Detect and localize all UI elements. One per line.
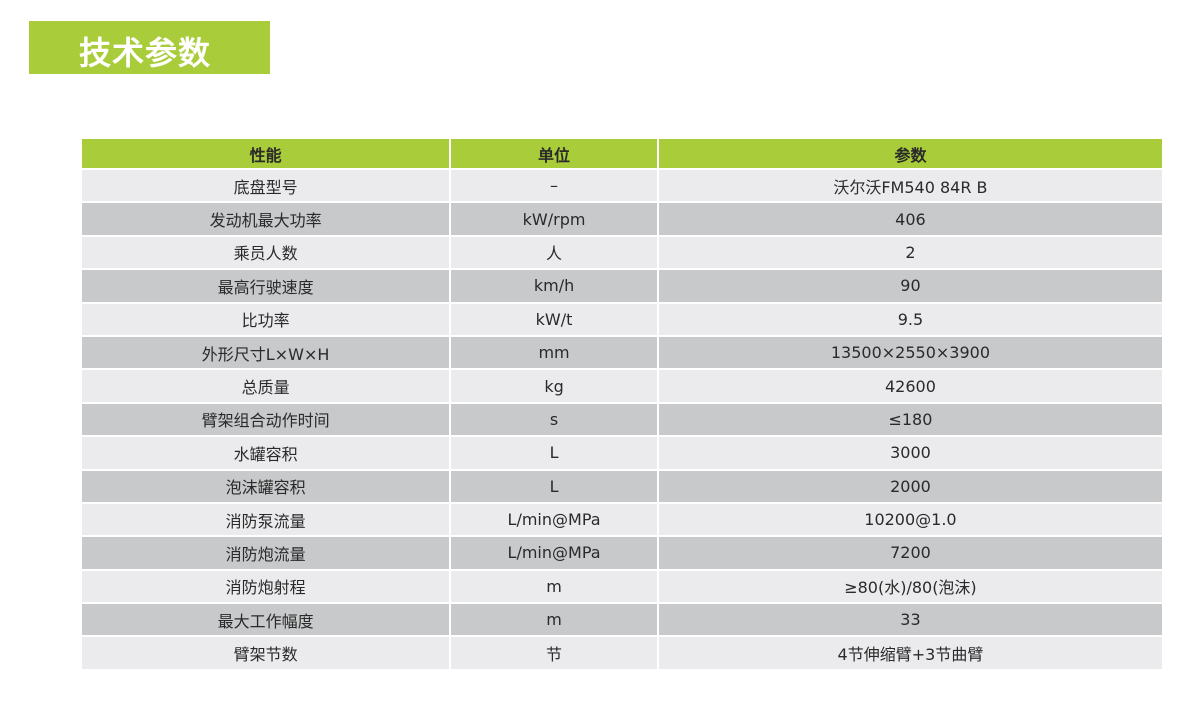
cell-unit: kW/rpm — [451, 203, 657, 235]
cell-parameter: ≥80(水)/80(泡沫) — [658, 570, 1162, 603]
cell-parameter: 90 — [658, 270, 1162, 302]
cell-parameter: 沃尔沃FM540 84R B — [658, 170, 1162, 202]
cell-performance: 底盘型号 — [82, 170, 450, 202]
cell-performance: 泡沫罐容积 — [82, 470, 450, 502]
table-row: 发动机最大功率 kW/rpm 406 — [82, 203, 1162, 235]
cell-performance: 消防泵流量 — [82, 503, 450, 536]
header-performance: 性能 — [82, 139, 450, 168]
cell-performance: 消防炮流量 — [82, 537, 450, 569]
cell-parameter: ≤180 — [658, 403, 1162, 436]
table-row: 乘员人数人 2 — [82, 236, 1162, 269]
table-row: 比功率 kW/t 9.5 — [82, 303, 1162, 335]
cell-parameter: 13500×2550×3900 — [658, 336, 1162, 369]
cell-parameter: 2000 — [658, 470, 1162, 502]
cell-performance: 臂架组合动作时间 — [82, 403, 450, 436]
cell-parameter: 33 — [658, 604, 1162, 636]
cell-parameter: 7200 — [658, 537, 1162, 569]
cell-parameter: 42600 — [658, 370, 1162, 402]
cell-unit: kW/t — [451, 303, 657, 335]
cell-performance: 比功率 — [82, 303, 450, 335]
cell-unit: km/h — [451, 270, 657, 302]
cell-parameter: 3000 — [658, 437, 1162, 469]
cell-unit: s — [451, 403, 657, 436]
table-row: 臂架组合动作时间 s ≤180 — [82, 403, 1162, 436]
cell-unit: m — [451, 604, 657, 636]
cell-performance: 臂架节数 — [82, 637, 450, 669]
cell-unit: 节 — [451, 637, 657, 669]
table-row: 外形尺寸L×W×H mm 13500×2550×3900 — [82, 336, 1162, 369]
table-row: 最大工作幅度 m 33 — [82, 604, 1162, 636]
cell-parameter: 406 — [658, 203, 1162, 235]
cell-parameter: 10200@1.0 — [658, 503, 1162, 536]
cell-unit: L — [451, 437, 657, 469]
cell-unit: mm — [451, 336, 657, 369]
table-row: 消防炮流量 L/min@MPa 7200 — [82, 537, 1162, 569]
cell-unit: L/min@MPa — [451, 537, 657, 569]
cell-performance: 外形尺寸L×W×H — [82, 336, 450, 369]
cell-performance: 总质量 — [82, 370, 450, 402]
header-unit: 单位 — [451, 139, 657, 168]
cell-unit: L/min@MPa — [451, 503, 657, 536]
cell-unit: 人 — [451, 236, 657, 269]
spec-table: 性能 单位 参数 底盘型号 – 沃尔沃FM540 84R B 发动机最大功率 kW/rp… — [80, 137, 1164, 671]
cell-parameter: 2 — [658, 236, 1162, 269]
cell-performance: 最高行驶速度 — [82, 270, 450, 302]
cell-unit: kg — [451, 370, 657, 402]
header-parameter: 参数 — [658, 139, 1162, 168]
table-row: 臂架节数节 4节伸缩臂+3节曲臂 — [82, 637, 1162, 669]
cell-unit: m — [451, 570, 657, 603]
table-row: 泡沫罐容积 L 2000 — [82, 470, 1162, 502]
cell-performance: 消防炮射程 — [82, 570, 450, 603]
table-row: 水罐容积 L 3000 — [82, 437, 1162, 469]
table-header-row: 性能 单位 参数 — [82, 139, 1162, 168]
cell-unit: L — [451, 470, 657, 502]
cell-parameter: 4节伸缩臂+3节曲臂 — [658, 637, 1162, 669]
cell-performance: 最大工作幅度 — [82, 604, 450, 636]
section-title: 技术参数 — [79, 34, 212, 72]
section-title-banner: 技术参数 — [29, 21, 270, 74]
cell-unit: – — [451, 170, 657, 202]
table-row: 底盘型号 – 沃尔沃FM540 84R B — [82, 170, 1162, 202]
table-row: 消防泵流量 L/min@MPa 10200@1.0 — [82, 503, 1162, 536]
cell-parameter: 9.5 — [658, 303, 1162, 335]
cell-performance: 水罐容积 — [82, 437, 450, 469]
cell-performance: 乘员人数 — [82, 236, 450, 269]
table-row: 最高行驶速度 km/h 90 — [82, 270, 1162, 302]
table-row: 消防炮射程 m ≥80(水)/80(泡沫) — [82, 570, 1162, 603]
cell-performance: 发动机最大功率 — [82, 203, 450, 235]
table-row: 总质量 kg 42600 — [82, 370, 1162, 402]
